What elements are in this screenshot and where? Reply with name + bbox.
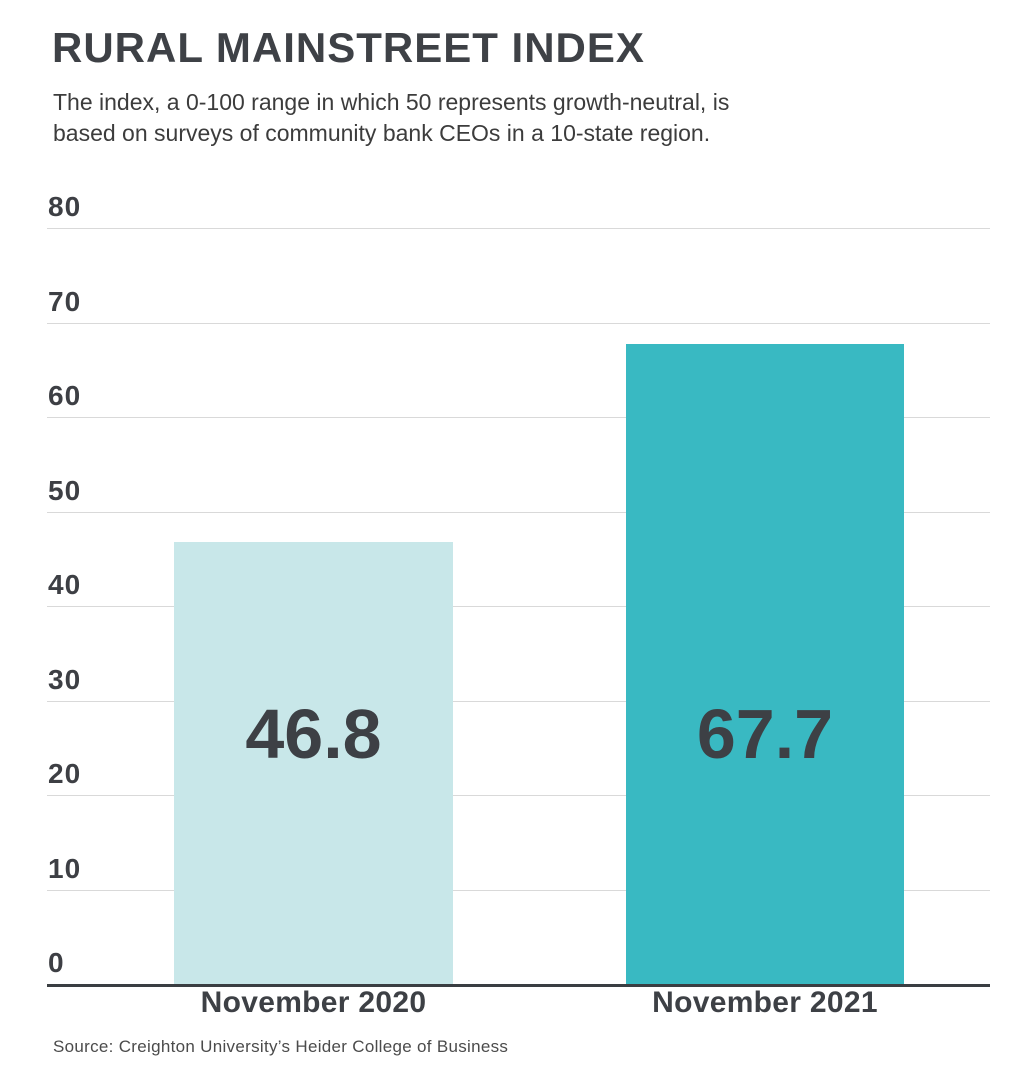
x-axis-category-label-1: November 2020 — [200, 986, 427, 1019]
gridline-20 — [47, 795, 990, 796]
y-tick-label-50: 50 — [48, 474, 82, 506]
y-tick-label-20: 20 — [48, 758, 82, 789]
y-tick-label-10: 10 — [48, 852, 82, 884]
bar-value-label-1: 46.8 — [245, 695, 382, 773]
gridline-70 — [47, 322, 990, 324]
x-axis-category-label-2: November 2021 — [652, 986, 878, 1019]
subtitle-line-1: The index, a 0-100 range in which 50 rep… — [53, 89, 730, 115]
y-tick-label-60: 60 — [48, 380, 82, 411]
y-tick-label-80: 80 — [48, 191, 82, 222]
bar-2 — [626, 344, 904, 984]
y-tick-label-70: 70 — [48, 285, 82, 317]
gridline-30 — [47, 700, 990, 702]
source-credit: Source: Creighton University’s Heider Co… — [53, 1037, 509, 1056]
chart-subtitle: The index, a 0-100 range in which 50 rep… — [53, 87, 729, 149]
gridline-40 — [47, 606, 990, 607]
gridline-50 — [47, 511, 990, 513]
gridline-10 — [47, 889, 990, 891]
x-axis-labels: November 2020 November 2021 — [47, 988, 990, 1022]
gridline-80 — [47, 228, 990, 229]
y-tick-label-40: 40 — [48, 569, 82, 600]
bar-value-label-2: 67.7 — [696, 695, 834, 773]
chart-title: RURAL MAINSTREET INDEX — [52, 24, 645, 71]
y-tick-label-0: 0 — [48, 947, 65, 978]
gridline-60 — [47, 417, 990, 418]
plot-area: 0 10 20 30 40 50 60 70 80 46.8 67.7 — [47, 193, 990, 987]
bar-1 — [174, 541, 453, 984]
subtitle-line-2: based on surveys of community bank CEOs … — [53, 120, 711, 146]
x-axis-baseline — [47, 984, 990, 987]
y-tick-label-30: 30 — [48, 663, 82, 695]
